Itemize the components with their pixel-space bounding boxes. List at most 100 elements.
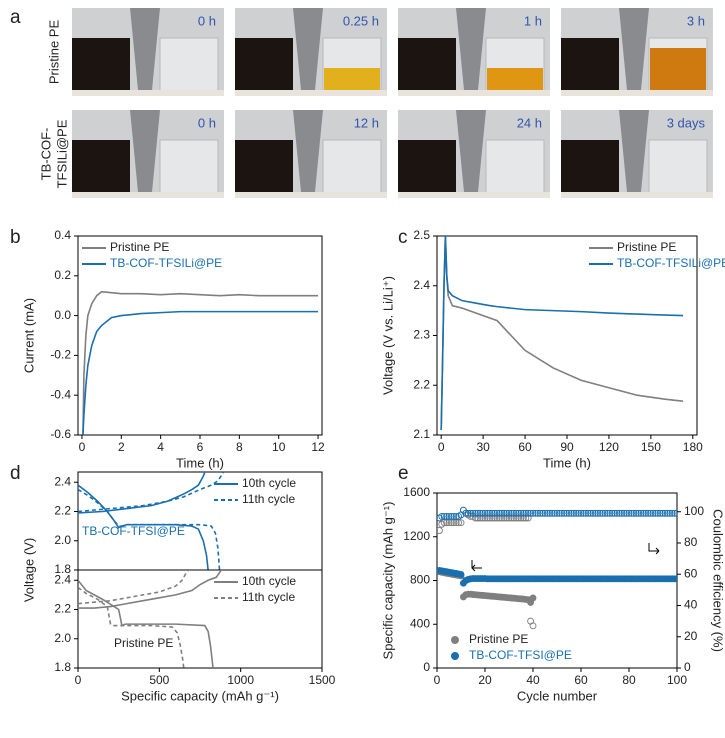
y-tick-label: 0 [423, 660, 430, 674]
data-point [615, 509, 623, 517]
series-line [82, 290, 319, 435]
x-axis-label: Time (h) [543, 455, 591, 470]
data-point [567, 509, 575, 517]
series-line [440, 236, 684, 431]
data-point [618, 509, 626, 517]
y-tick-label: 2.0 [54, 631, 71, 645]
x-tick-label: 60 [574, 673, 588, 687]
panel-label: a [10, 7, 21, 28]
time-label: 1 h [524, 13, 542, 28]
data-point [443, 512, 451, 520]
data-point [467, 509, 475, 517]
bench [561, 90, 713, 96]
legend-label: TB-COF-TFSI@PE [469, 648, 572, 662]
y-tick-label: 0.4 [54, 228, 71, 242]
x-tick-label: 0 [79, 440, 86, 454]
x-tick-label: 1500 [309, 673, 336, 687]
plot-area [437, 506, 677, 630]
data-point [457, 571, 465, 578]
time-label: 0 h [198, 13, 216, 28]
data-point [623, 509, 631, 517]
data-point [668, 509, 676, 517]
data-point [558, 509, 566, 517]
time-label: 0.25 h [343, 13, 379, 28]
y-tick-label: 1.8 [54, 562, 71, 576]
data-point [488, 509, 496, 517]
series-line [78, 570, 223, 668]
data-point [534, 509, 542, 517]
x-axis-label: Time (h) [176, 455, 224, 470]
time-label: 0 h [198, 115, 216, 130]
vial-liquid [650, 48, 706, 92]
data-point [625, 509, 633, 517]
data-point [560, 509, 568, 517]
clamp [130, 110, 160, 192]
data-point [635, 509, 643, 517]
row-label: Pristine PE [46, 20, 61, 85]
x-tick-label: 90 [560, 440, 574, 454]
data-point [536, 509, 544, 517]
data-point [507, 509, 515, 517]
y-tick-label: 800 [410, 573, 430, 587]
y-tick-label: 400 [410, 616, 430, 630]
row-label: TB-COF- [38, 128, 53, 181]
x-axis-label: Specific capacity (mAh g⁻¹) [121, 688, 279, 703]
x-tick-label: 0 [438, 440, 445, 454]
vial-dark [398, 38, 456, 92]
data-point [495, 509, 503, 517]
bench [72, 90, 224, 96]
y-tick-label: 2.4 [54, 474, 71, 488]
data-point [517, 509, 525, 517]
y-axis-label: Specific capacity (mAh g⁻¹) [380, 502, 395, 660]
data-point [539, 509, 547, 517]
clamp [293, 110, 323, 192]
data-point [479, 509, 487, 517]
clamp [293, 8, 323, 90]
data-point [630, 509, 638, 517]
y-tick-label: -0.2 [50, 348, 71, 362]
y-tick-label: 2.2 [54, 504, 71, 518]
data-point [596, 509, 604, 517]
y-tick-label: 2.1 [413, 427, 430, 441]
data-point [575, 509, 583, 517]
panel-label: c [398, 227, 408, 248]
legend-marker [451, 636, 459, 644]
data-point [529, 622, 537, 630]
data-point [659, 509, 667, 517]
data-point [457, 519, 465, 527]
panel-label: d [10, 463, 21, 484]
data-point [608, 509, 616, 517]
vial-dark [398, 140, 456, 194]
data-point [476, 509, 484, 517]
data-point [529, 509, 537, 517]
clamp [619, 110, 649, 192]
legend-label: TB-COF-TFSILi@PE [110, 256, 222, 270]
data-point [613, 509, 621, 517]
x-tick-label: 0 [434, 673, 441, 687]
vial-dark [235, 140, 293, 194]
plot-area [82, 290, 319, 435]
x-tick-label: 150 [641, 440, 661, 454]
data-point [519, 509, 527, 517]
x-tick-label: 10 [272, 440, 286, 454]
vial-liquid [487, 68, 543, 92]
vial-clear [322, 139, 382, 195]
y-tick-label: 1600 [403, 485, 430, 499]
data-point [486, 509, 494, 517]
data-point [527, 509, 535, 517]
plot-area [78, 472, 225, 570]
x-tick-label: 1000 [227, 673, 254, 687]
legend-label: 10th cycle [242, 574, 296, 588]
data-point [447, 512, 455, 520]
data-point [663, 509, 671, 517]
data-point [570, 509, 578, 517]
data-point [515, 509, 523, 517]
bench [235, 90, 387, 96]
bench [398, 90, 550, 96]
y-tick-label: 0.0 [54, 308, 71, 322]
data-point [666, 509, 674, 517]
vial-clear [648, 139, 708, 195]
data-point [452, 512, 460, 520]
data-point [524, 509, 532, 517]
data-point [584, 509, 592, 517]
